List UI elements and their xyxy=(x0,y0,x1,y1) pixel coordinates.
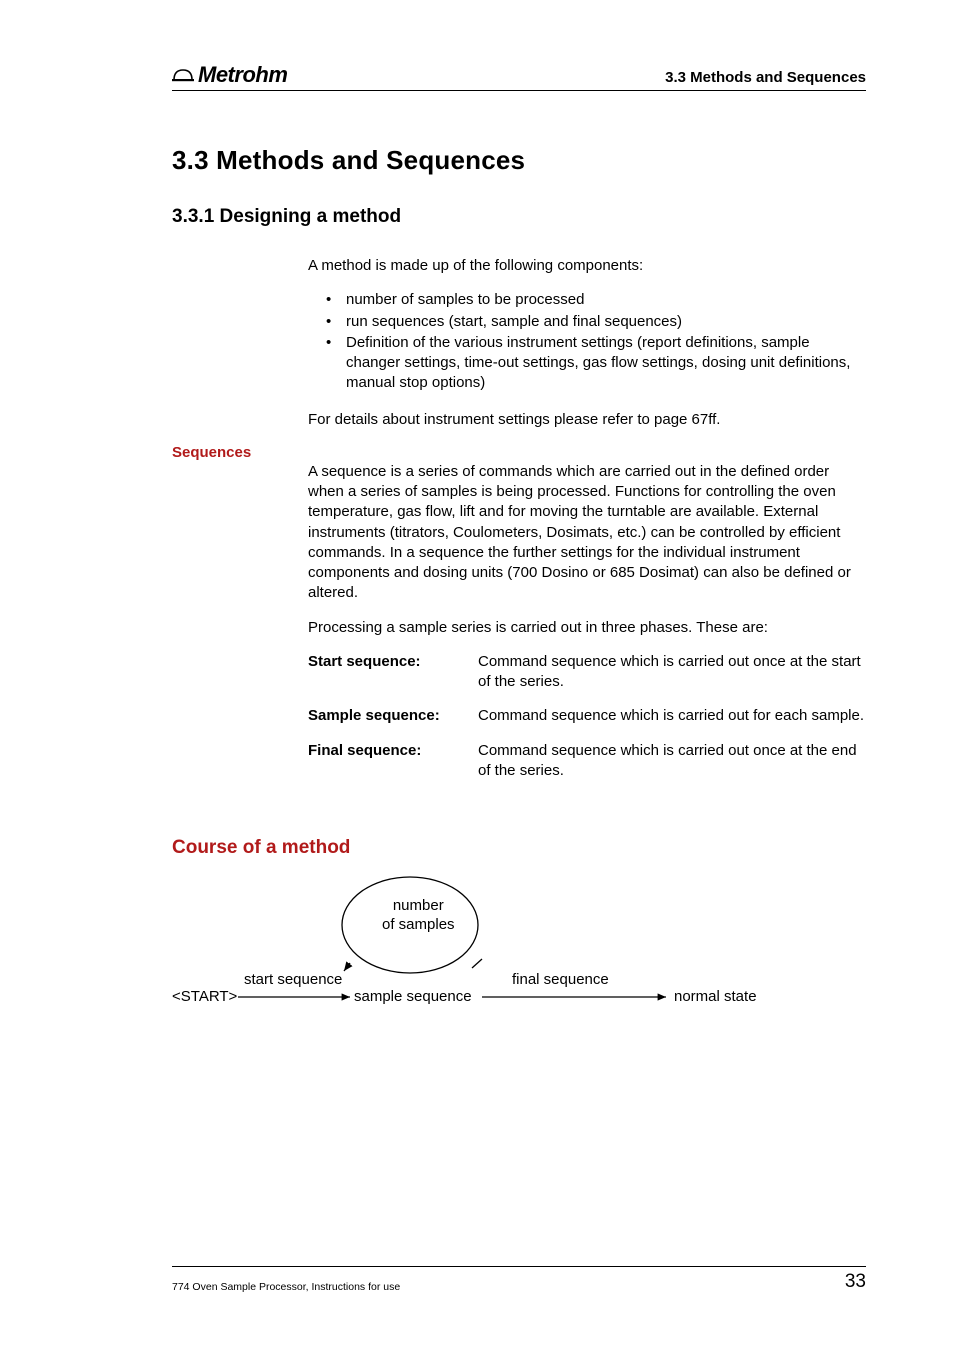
loop-label: number of samples xyxy=(382,897,455,935)
seq-label: Start sequence: xyxy=(308,652,478,693)
table-row: Sample sequence: Command sequence which … xyxy=(308,706,866,726)
seq-desc: Command sequence which is carried out on… xyxy=(478,741,866,782)
sample-sequence-node: sample sequence xyxy=(354,988,472,1005)
phases-paragraph: Processing a sample series is carried ou… xyxy=(308,618,866,638)
normal-state-node: normal state xyxy=(674,988,757,1005)
header-section-label: 3.3 Methods and Sequences xyxy=(665,69,866,86)
seq-desc: Command sequence which is carried out fo… xyxy=(478,706,866,726)
final-sequence-label: final sequence xyxy=(512,971,609,988)
section-heading-h1: 3.3 Methods and Sequences xyxy=(172,145,866,176)
list-item: run sequences (start, sample and final s… xyxy=(326,312,866,332)
components-list: number of samples to be processed run se… xyxy=(326,290,866,393)
sequences-paragraph: A sequence is a series of commands which… xyxy=(308,462,866,604)
page-header: Metrohm 3.3 Methods and Sequences xyxy=(172,62,866,91)
seq-label: Final sequence: xyxy=(308,741,478,782)
table-row: Final sequence: Command sequence which i… xyxy=(308,741,866,782)
list-item: Definition of the various instrument set… xyxy=(326,333,866,394)
page-footer: 774 Oven Sample Processor, Instructions … xyxy=(172,1266,866,1293)
brand-icon xyxy=(172,62,194,88)
table-row: Start sequence: Command sequence which i… xyxy=(308,652,866,693)
method-course-diagram: number of samples <START> start sequence… xyxy=(172,863,866,1033)
start-sequence-label: start sequence xyxy=(244,971,342,988)
footer-doc-title: 774 Oven Sample Processor, Instructions … xyxy=(172,1281,400,1293)
refer-paragraph: For details about instrument settings pl… xyxy=(308,410,866,430)
sequence-definitions-table: Start sequence: Command sequence which i… xyxy=(308,652,866,781)
brand-logo: Metrohm xyxy=(172,62,287,88)
brand-text: Metrohm xyxy=(198,62,287,88)
intro-paragraph: A method is made up of the following com… xyxy=(308,256,866,276)
loop-label-line1: number xyxy=(393,897,444,914)
course-heading: Course of a method xyxy=(172,837,866,859)
sequences-side-heading: Sequences xyxy=(172,444,251,461)
section-heading-h2: 3.3.1 Designing a method xyxy=(172,206,866,228)
loop-label-line2: of samples xyxy=(382,916,455,933)
page-number: 33 xyxy=(845,1271,866,1293)
seq-desc: Command sequence which is carried out on… xyxy=(478,652,866,693)
list-item: number of samples to be processed xyxy=(326,290,866,310)
start-node: <START> xyxy=(172,988,237,1005)
seq-label: Sample sequence: xyxy=(308,706,478,726)
